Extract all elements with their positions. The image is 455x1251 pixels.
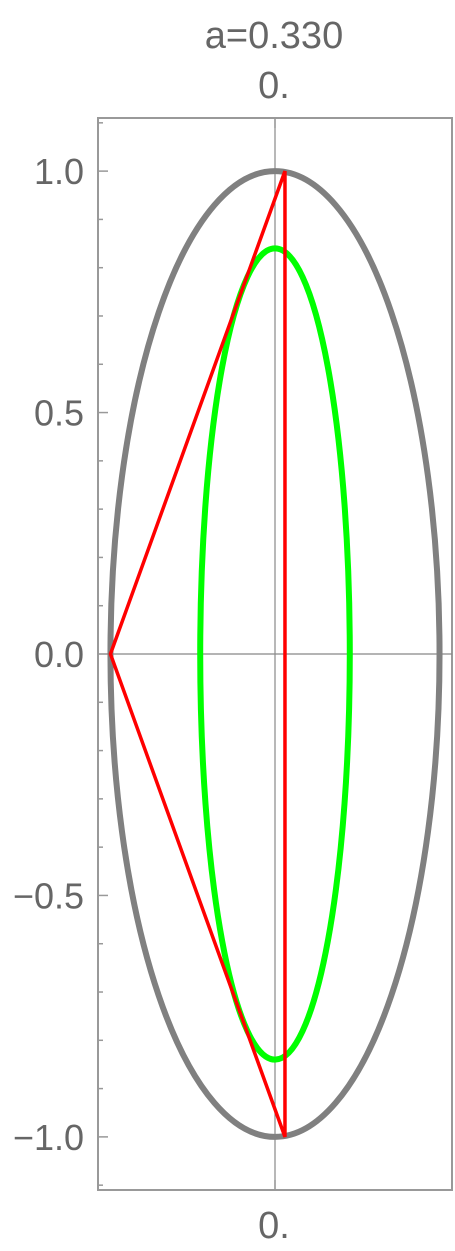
top-axis-label: 0.	[258, 65, 290, 107]
red-triangle	[108, 170, 287, 1138]
inner-ellipse	[197, 245, 353, 1063]
y-tick-label: 1.0	[34, 151, 84, 192]
y-tick-label: 0.0	[34, 634, 84, 675]
y-tick-label: −0.5	[13, 875, 84, 916]
bottom-axis-label: 0.	[258, 1205, 290, 1247]
y-tick-label: −1.0	[13, 1117, 84, 1158]
y-tick-label: 0.5	[34, 393, 84, 434]
plot-title: a=0.330	[205, 15, 343, 57]
axis-ticks: 1.0 0.5 0.0 −0.5 −1.0	[13, 118, 276, 1190]
